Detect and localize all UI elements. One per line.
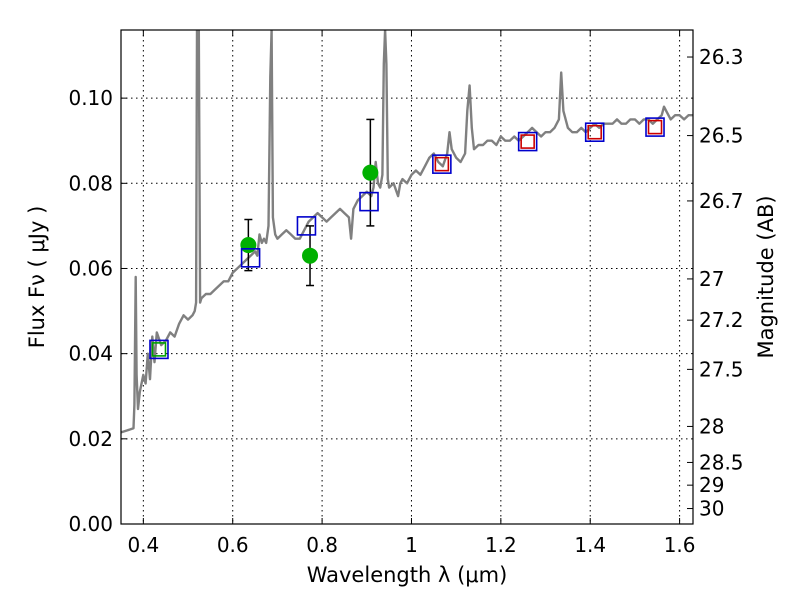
x-tick-label: 0.8 [306,533,338,557]
model-flux-square [151,342,167,357]
y-tick-label: 0.04 [68,342,113,366]
grid [121,30,693,525]
y2-tick-label: 26.7 [699,189,744,213]
model-flux-square [359,191,379,212]
y-tick-label: 0.08 [68,171,113,195]
y2-tick-label: 28 [699,414,724,438]
y2-tick-label: 30 [699,497,724,521]
photometry-point [240,237,257,254]
model-flux-square [520,134,535,149]
y-tick-label: 0.02 [68,427,113,451]
model-flux-square [434,156,450,172]
y2-tick-label: 26.5 [699,124,744,148]
photometry-point [302,247,319,264]
x-axis-label: Wavelength λ (μm) [307,563,508,587]
y2-axis-label: Magnitude (AB) [754,195,778,358]
model-flux-square [647,119,663,135]
x-tick-label: 0.4 [127,533,159,557]
x-tick-label: 1 [405,533,418,557]
model-flux-square [432,154,452,174]
x-tick-label: 1.4 [574,533,606,557]
y-axis-label: Flux Fν ( μJy ) [25,206,49,349]
y2-tick-label: 27 [699,267,724,291]
model-flux-square [587,124,602,140]
y2-tick-label: 27.2 [699,308,744,332]
model-flux-square [149,339,169,360]
y2-tick-label: 29 [699,473,724,497]
y-tick-label: 0.00 [68,512,113,536]
model-flux-square [645,117,665,137]
plot-frame [120,29,694,525]
x-tick-label: 1.6 [664,533,696,557]
tick-layer: 0.4 0.6 0.8 1 1.2 1.4 1.6 0.00 0.02 0.04 0.06 0.08 0… [68,30,744,557]
series-layer [121,30,693,434]
photometry-point [362,164,379,181]
x-tick-label: 0.6 [217,533,249,557]
y-tick-label: 0.10 [68,86,113,110]
model-flux-square [584,122,605,143]
y-tick-label: 0.06 [68,256,113,280]
y2-tick-label: 26.3 [699,45,744,69]
spectrum-line [121,30,693,434]
y2-tick-label: 27.5 [699,357,744,381]
model-flux-square [296,216,317,236]
x-tick-label: 1.2 [485,533,517,557]
model-flux-square [517,131,538,152]
y2-tick-label: 28.5 [699,450,744,474]
model-flux-square [240,248,261,268]
